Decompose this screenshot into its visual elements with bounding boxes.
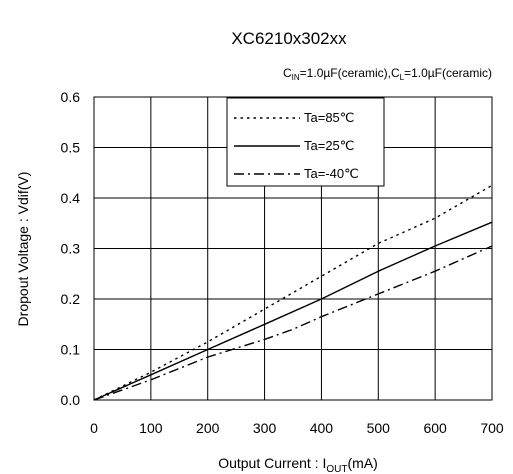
x-tick-label: 200 (196, 420, 220, 436)
y-tick-label: 0.5 (61, 140, 81, 156)
y-tick-label: 0.2 (61, 291, 81, 307)
series-line-3 (93, 245, 493, 401)
tick-labels: 0 100 200 300 400 500 600 700 0.0 0.1 0.2 0.3 0.4 0.5… (61, 89, 504, 436)
x-tick-label: 700 (480, 420, 504, 436)
y-tick-label: 0.0 (61, 392, 81, 408)
y-tick-label: 0.1 (61, 342, 81, 358)
cl-subscript: L (400, 73, 405, 82)
x-tick-label: 400 (310, 420, 334, 436)
series-line-1 (93, 184, 493, 401)
series-lines (93, 184, 493, 401)
legend-label-1: Ta=85℃ (304, 110, 354, 125)
x-axis-label-subscript: OUT (326, 464, 347, 474)
x-axis-label-suffix: (mA) (347, 455, 377, 471)
cin-subscript: IN (292, 73, 300, 82)
legend-label-3: Ta=-40℃ (304, 166, 359, 181)
x-tick-label: 300 (253, 420, 277, 436)
cin-symbol: C (283, 66, 292, 80)
legend: Ta=85℃ Ta=25℃ Ta=-40℃ (226, 97, 385, 187)
x-axis-label: Output Current : IOUT(mA) (218, 455, 378, 474)
cl-value: =1.0µF(ceramic) (404, 66, 492, 80)
conditions-text: CIN=1.0µF(ceramic),CL=1.0µF(ceramic) (283, 66, 492, 82)
cin-value: =1.0µF(ceramic), (300, 66, 391, 80)
x-tick-label: 100 (139, 420, 163, 436)
cl-symbol: C (391, 66, 400, 80)
x-tick-label: 0 (90, 420, 98, 436)
y-tick-label: 0.6 (61, 89, 81, 105)
legend-box (226, 97, 385, 187)
legend-label-2: Ta=25℃ (304, 138, 354, 153)
x-tick-label: 500 (367, 420, 391, 436)
y-axis-label: Dropout Voltage : Vdif(V) (15, 172, 31, 327)
y-tick-label: 0.4 (61, 190, 81, 206)
x-tick-label: 600 (423, 420, 447, 436)
y-tick-label: 0.3 (61, 241, 81, 257)
plot-frame (93, 96, 493, 401)
chart-title: XC6210x302xx (231, 29, 347, 48)
x-axis-label-prefix: Output Current : I (218, 455, 326, 471)
series-line-2 (93, 221, 493, 401)
